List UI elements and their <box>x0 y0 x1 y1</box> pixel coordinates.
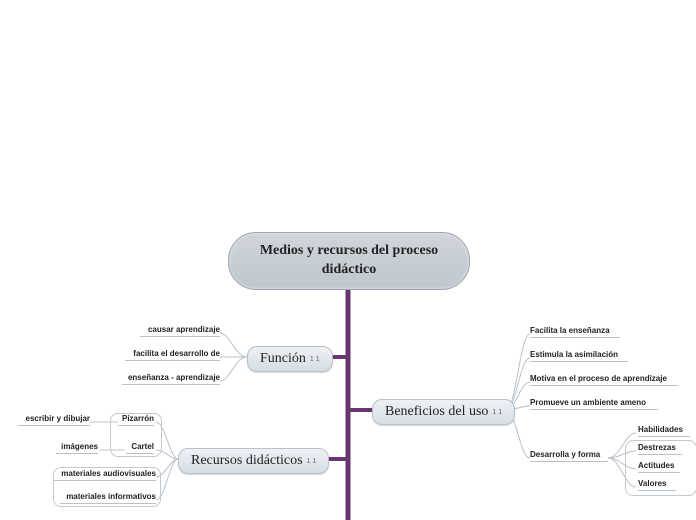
leaf-recursos-c1-3[interactable]: materiales informativos <box>60 492 156 504</box>
leaf-beneficios-2[interactable]: Motiva en el proceso de aprendizaje <box>530 374 678 386</box>
leaf-funcion-2[interactable]: enseñanza - aprendizaje <box>122 373 220 385</box>
leaf-beneficios-sub-0[interactable]: Habilidades <box>638 425 690 437</box>
leaf-recursos-c1-2[interactable]: materiales audiovisuales <box>54 469 156 481</box>
branch-recursos-note: 1 1 <box>307 458 317 465</box>
leaf-recursos-c2-1[interactable]: Cartel <box>126 442 154 454</box>
leaf-funcion-1[interactable]: facilita el desarrollo de <box>125 349 220 361</box>
leaf-beneficios-0[interactable]: Facilita la enseñanza <box>530 326 620 338</box>
root-title: Medios y recursos del proceso didáctico <box>251 242 447 280</box>
branch-beneficios-label: Beneficios del uso <box>385 404 488 420</box>
branch-funcion-note: 1 1 <box>310 356 320 363</box>
leaf-recursos-c1-0[interactable]: escribir y dibujar <box>18 414 90 426</box>
leaf-beneficios-sub-2[interactable]: Actitudes <box>638 461 680 473</box>
leaf-funcion-0[interactable]: causar aprendizaje <box>140 325 220 337</box>
leaf-beneficios-sub-1[interactable]: Destrezas <box>638 443 682 455</box>
branch-recursos[interactable]: Recursos didácticos 1 1 <box>178 448 329 474</box>
mindmap-canvas: Medios y recursos del proceso didáctico … <box>0 0 696 520</box>
branch-beneficios-note: 1 1 <box>492 409 502 416</box>
branch-funcion-label: Función <box>260 351 306 367</box>
root-node[interactable]: Medios y recursos del proceso didáctico <box>228 232 470 290</box>
branch-funcion[interactable]: Función 1 1 <box>247 346 333 372</box>
leaf-beneficios-4[interactable]: Desarrolla y forma <box>530 450 608 462</box>
leaf-beneficios-3[interactable]: Promueve un ambiente ameno <box>530 398 658 410</box>
branch-recursos-label: Recursos didácticos <box>191 453 303 469</box>
branch-beneficios[interactable]: Beneficios del uso 1 1 <box>372 399 515 425</box>
leaf-beneficios-1[interactable]: Estimula la asimilación <box>530 350 628 362</box>
leaf-beneficios-sub-3[interactable]: Valores <box>638 479 676 491</box>
leaf-recursos-c2-0[interactable]: Pizarrón <box>118 414 154 426</box>
leaf-recursos-c1-1[interactable]: imágenes <box>56 442 98 454</box>
